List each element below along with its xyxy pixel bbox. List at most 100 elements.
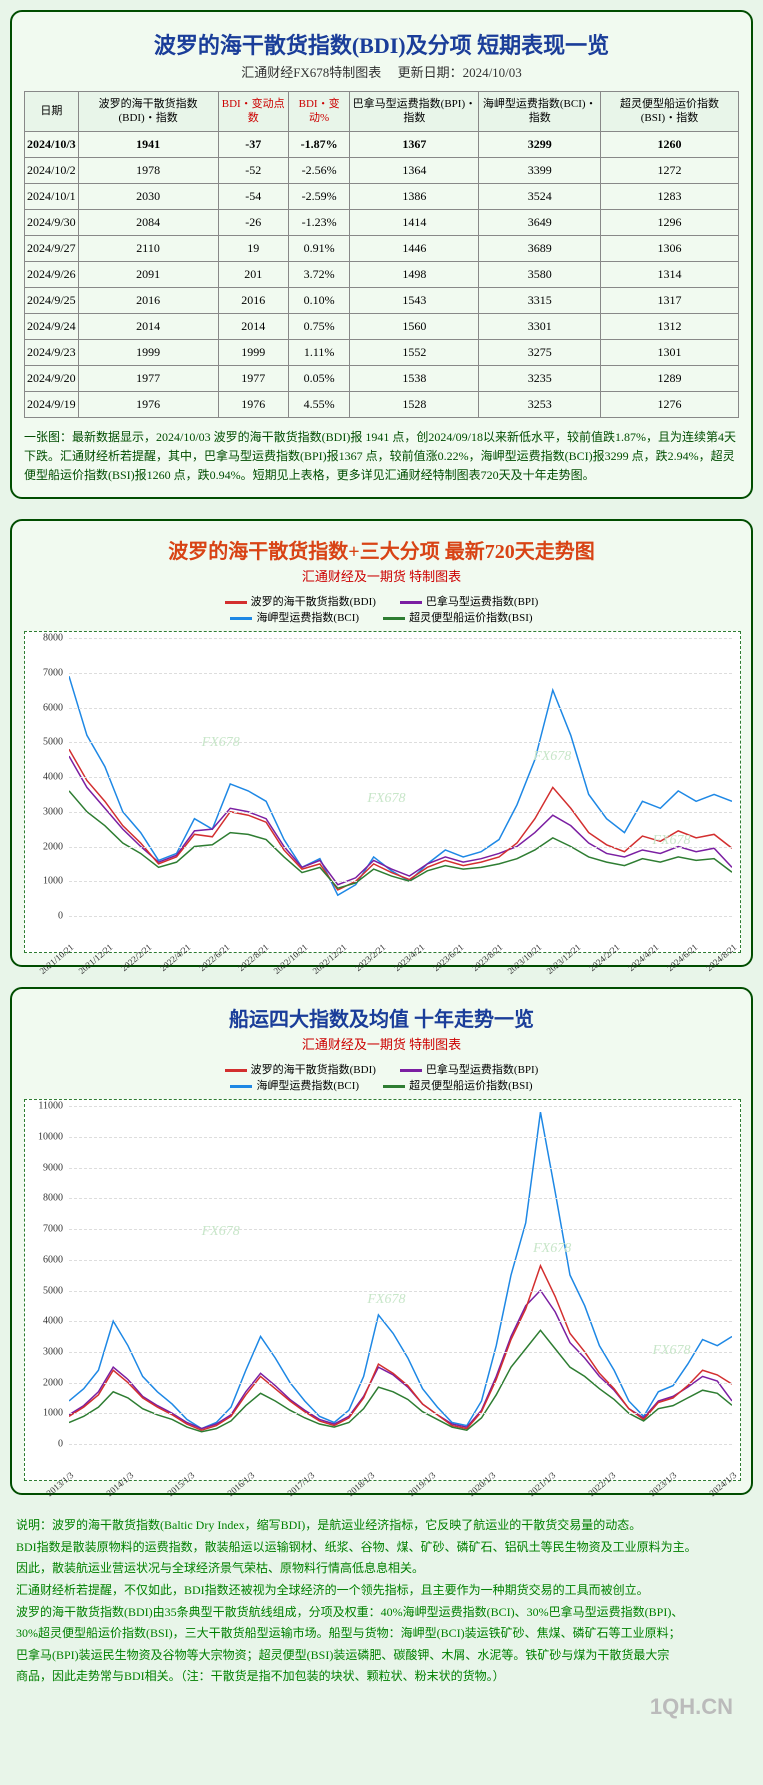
- table-header: 超灵便型船运价指数(BSI)・指数: [600, 92, 738, 132]
- table-cell: -1.87%: [288, 131, 349, 157]
- y-tick-label: 7000: [43, 1224, 63, 1235]
- x-tick-label: 2018/1/3: [346, 1470, 377, 1498]
- legend-swatch: [400, 601, 422, 604]
- legend-label: 超灵便型船运价指数(BSI): [409, 1080, 532, 1092]
- table-cell: 1272: [600, 157, 738, 183]
- table-cell: -52: [218, 157, 288, 183]
- table-row: 2024/9/25201620160.10%154333151317: [25, 287, 739, 313]
- table-cell: 1289: [600, 365, 738, 391]
- y-tick-label: 5000: [43, 737, 63, 748]
- legend-item: 波罗的海干散货指数(BDI): [225, 1061, 376, 1077]
- card1-subtitle-right: 更新日期：2024/10/03: [398, 65, 522, 80]
- chart1-legend: 波罗的海干散货指数(BDI) 巴拿马型运费指数(BPI) 海岬型运费指数(BCI) 超…: [24, 593, 739, 625]
- card1-title: 波罗的海干散货指数(BDI)及分项 短期表现一览: [24, 28, 739, 60]
- x-tick-label: 2021/1/3: [527, 1470, 558, 1498]
- table-cell: 2024/9/23: [25, 339, 79, 365]
- table-cell: 3275: [479, 339, 600, 365]
- x-axis: 2021/10/212021/12/212022/2/212022/4/2120…: [69, 918, 732, 952]
- table-cell: 1367: [350, 131, 479, 157]
- legend-swatch: [400, 1069, 422, 1072]
- card1-subtitle: 汇通财经FX678特制图表 更新日期：2024/10/03: [24, 62, 739, 81]
- table-row: 2024/9/19197619764.55%152832531276: [25, 391, 739, 417]
- x-tick-label: 2019/1/3: [406, 1470, 437, 1498]
- table-cell: 1446: [350, 235, 479, 261]
- x-tick-label: 2024/4/21: [626, 942, 660, 973]
- table-row: 2024/9/272110190.91%144636891306: [25, 235, 739, 261]
- x-tick-label: 2024/1/3: [707, 1470, 738, 1498]
- table-cell: 2024/9/27: [25, 235, 79, 261]
- table-cell: 3235: [479, 365, 600, 391]
- legend-label: 巴拿马型运费指数(BPI): [426, 596, 538, 608]
- table-cell: 2016: [218, 287, 288, 313]
- table-card: 波罗的海干散货指数(BDI)及分项 短期表现一览 汇通财经FX678特制图表 更…: [10, 10, 753, 499]
- legend-item: 超灵便型船运价指数(BSI): [383, 1077, 532, 1093]
- x-tick-label: 2021/10/21: [38, 942, 76, 976]
- table-cell: 1999: [218, 339, 288, 365]
- series-bsi: [69, 791, 732, 888]
- x-tick-label: 2022/8/21: [236, 942, 270, 973]
- table-cell: -2.56%: [288, 157, 349, 183]
- table-cell: 2024/9/26: [25, 261, 79, 287]
- legend-swatch: [383, 617, 405, 620]
- table-cell: 2030: [78, 183, 218, 209]
- legend-item: 海岬型运费指数(BCI): [230, 1077, 359, 1093]
- table-row: 2024/10/12030-54-2.59%138635241283: [25, 183, 739, 209]
- legend-swatch: [230, 617, 252, 620]
- table-cell: 0.75%: [288, 313, 349, 339]
- legend-item: 超灵便型船运价指数(BSI): [383, 609, 532, 625]
- table-cell: 2014: [218, 313, 288, 339]
- chart2-subtitle: 汇通财经及一期货 特制图表: [24, 1034, 739, 1053]
- table-cell: 1552: [350, 339, 479, 365]
- table-cell: 0.10%: [288, 287, 349, 313]
- legend-label: 巴拿马型运费指数(BPI): [426, 1064, 538, 1076]
- x-tick-label: 2023/4/21: [392, 942, 426, 973]
- legend-label: 超灵便型船运价指数(BSI): [409, 612, 532, 624]
- legend-label: 波罗的海干散货指数(BDI): [251, 1064, 376, 1076]
- table-cell: 2024/10/1: [25, 183, 79, 209]
- x-tick-label: 2014/1/3: [105, 1470, 136, 1498]
- table-cell: -26: [218, 209, 288, 235]
- x-tick-label: 2017/1/3: [286, 1470, 317, 1498]
- card1-subtitle-left: 汇通财经FX678特制图表: [241, 65, 381, 80]
- table-header: BDI・变动%: [288, 92, 349, 132]
- legend-label: 海岬型运费指数(BCI): [256, 612, 359, 624]
- table-cell: 3.72%: [288, 261, 349, 287]
- table-cell: 1306: [600, 235, 738, 261]
- y-axis: 0100020003000400050006000700080009000100…: [25, 1100, 67, 1460]
- table-row: 2024/9/302084-26-1.23%141436491296: [25, 209, 739, 235]
- table-header: 海岬型运费指数(BCI)・指数: [479, 92, 600, 132]
- x-tick-label: 2022/12/21: [311, 942, 349, 976]
- table-cell: 0.05%: [288, 365, 349, 391]
- table-cell: 1386: [350, 183, 479, 209]
- x-tick-label: 2023/6/21: [431, 942, 465, 973]
- legend-label: 波罗的海干散货指数(BDI): [251, 596, 376, 608]
- x-tick-label: 2013/1/3: [44, 1470, 75, 1498]
- footer-p5: 波罗的海干散货指数(BDI)由35条典型干散货航线组成，分项及权重：40%海岬型…: [16, 1602, 747, 1624]
- table-cell: 3649: [479, 209, 600, 235]
- table-cell: 3689: [479, 235, 600, 261]
- table-cell: -2.59%: [288, 183, 349, 209]
- y-tick-label: 2000: [43, 841, 63, 852]
- y-tick-label: 7000: [43, 667, 63, 678]
- y-tick-label: 8000: [43, 633, 63, 644]
- y-tick-label: 1000: [43, 876, 63, 887]
- table-header: 日期: [25, 92, 79, 132]
- table-cell: 3399: [479, 157, 600, 183]
- x-tick-label: 2022/4/21: [158, 942, 192, 973]
- table-cell: 1543: [350, 287, 479, 313]
- table-header: 波罗的海干散货指数(BDI)・指数: [78, 92, 218, 132]
- chart1-card: 波罗的海干散货指数+三大分项 最新720天走势图 汇通财经及一期货 特制图表 波…: [10, 519, 753, 967]
- table-cell: 1314: [600, 261, 738, 287]
- footer-text: 说明：波罗的海干散货指数(Baltic Dry Index，缩写BDI)，是航运…: [16, 1515, 747, 1688]
- x-tick-label: 2024/8/21: [704, 942, 738, 973]
- y-tick-label: 0: [58, 911, 63, 922]
- brand-watermark: 1QH.CN: [10, 1694, 753, 1720]
- table-cell: 2016: [78, 287, 218, 313]
- y-axis: 010002000300040005000600070008000: [25, 632, 67, 932]
- y-tick-label: 1000: [43, 1408, 63, 1419]
- table-cell: 1978: [78, 157, 218, 183]
- y-tick-label: 2000: [43, 1377, 63, 1388]
- table-cell: 2110: [78, 235, 218, 261]
- plot-region: FX678FX678FX678FX678: [69, 638, 732, 916]
- table-cell: 2091: [78, 261, 218, 287]
